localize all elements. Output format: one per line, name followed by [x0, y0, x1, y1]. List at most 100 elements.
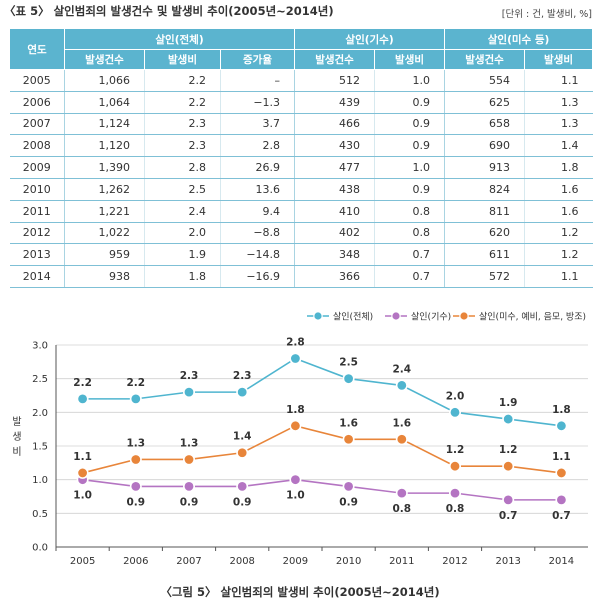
table-cell: 1.0	[374, 156, 446, 179]
data-point	[289, 352, 302, 365]
data-label: 0.9	[126, 496, 145, 508]
table-row: 2009 1,390 2.8 26.9 477 1.0 913 1.8	[9, 156, 593, 179]
table-cell: 430	[294, 134, 376, 158]
data-point	[236, 446, 249, 459]
table-cell: 1.1	[524, 265, 593, 288]
table-cell: 0.8	[374, 222, 446, 245]
data-label: 0.9	[339, 496, 358, 508]
data-point	[342, 433, 355, 446]
table-cell: 959	[64, 243, 145, 267]
legend-label: 살인(미수, 예비, 음모, 방조)	[479, 312, 586, 323]
table-cell: 1.8	[144, 265, 221, 288]
x-tick-label: 2013	[495, 556, 520, 567]
y-tick-label: 1.0	[32, 475, 48, 486]
column-header: 발생건수	[64, 49, 145, 70]
y-tick-label: 3.0	[32, 341, 48, 352]
data-label: 2.8	[286, 336, 305, 348]
data-label: 1.6	[339, 417, 358, 429]
data-label: 2.5	[339, 357, 358, 369]
table-cell: 1.1	[524, 69, 593, 92]
table-cell: 2.0	[144, 222, 221, 245]
year-cell: 2013	[9, 243, 65, 267]
table-cell: 2.4	[144, 200, 221, 223]
year-header: 연도	[9, 29, 65, 70]
series-line	[82, 478, 562, 501]
column-header: 발생비	[524, 49, 594, 70]
x-tick-label: 2005	[70, 556, 95, 567]
data-label: 2.0	[446, 390, 465, 402]
data-point	[395, 379, 408, 392]
table-cell: 0.9	[374, 178, 446, 201]
table-cell: 1,124	[64, 113, 145, 136]
table-cell: 0.9	[374, 113, 446, 136]
year-cell: 2006	[9, 91, 65, 114]
data-label: 1.0	[286, 490, 305, 502]
data-point	[395, 487, 408, 500]
data-point	[183, 453, 196, 466]
table-row: 2007 1,124 2.3 3.7 466 0.9 658 1.3	[9, 113, 593, 136]
data-label: 0.7	[552, 510, 571, 522]
series-line	[82, 424, 562, 474]
table-cell: 0.9	[374, 134, 446, 158]
x-tick-label: 2007	[176, 556, 201, 567]
table-cell: 477	[294, 156, 376, 179]
data-label: 1.4	[233, 431, 252, 443]
table-cell: 625	[444, 91, 526, 114]
table-cell: 438	[294, 178, 376, 201]
table-cell: 0.9	[374, 91, 446, 114]
data-label: 0.8	[446, 503, 465, 515]
x-tick-label: 2010	[336, 556, 361, 567]
legend-label: 살인(기수)	[411, 312, 451, 323]
data-label: 1.9	[499, 397, 518, 409]
table-cell: 572	[444, 265, 526, 288]
data-label: 2.3	[180, 370, 199, 382]
table-cell: 3.7	[220, 113, 296, 136]
year-cell: 2014	[9, 265, 65, 288]
table-cell: 1,022	[64, 222, 145, 245]
table-cell: 611	[444, 243, 526, 267]
figure-caption: 〈그림 5〉 살인범죄의 발생비 추이(2005년~2014년)	[160, 585, 440, 599]
data-point	[502, 413, 515, 426]
data-label: 1.1	[73, 451, 92, 463]
legend-marker	[391, 311, 401, 321]
table-cell: 2.5	[144, 178, 221, 201]
y-tick-label: 0.0	[32, 543, 48, 554]
table-cell: −1.3	[220, 91, 296, 114]
data-label: 1.2	[499, 444, 518, 456]
data-label: 1.0	[73, 490, 92, 502]
data-point	[342, 372, 355, 385]
table-row: 2008 1,120 2.3 2.8 430 0.9 690 1.4	[9, 134, 593, 158]
column-header: 발생비	[374, 49, 446, 70]
table-cell: 1,066	[64, 69, 145, 92]
table-cell: 824	[444, 178, 526, 201]
table-cell: 1.0	[374, 69, 446, 92]
table-cell: 2.2	[144, 91, 221, 114]
table-cell: 512	[294, 69, 376, 92]
table-cell: 0.8	[374, 200, 446, 223]
table-cell: 913	[444, 156, 526, 179]
data-table: 연도 살인(전체) 살인(기수) 살인(미수 등) 발생건수 발생비 증가율 발…	[9, 29, 594, 288]
table-unit: [단위 : 건, 발생비, %]	[501, 9, 592, 20]
table-cell: 410	[294, 200, 376, 223]
table-cell: 2.3	[144, 134, 221, 158]
y-tick-label: 0.5	[32, 509, 48, 520]
data-label: 0.7	[499, 510, 518, 522]
data-label: 2.2	[126, 377, 145, 389]
table-cell: 9.4	[220, 200, 296, 223]
table-row: 2013 959 1.9 −14.8 348 0.7 611 1.2	[9, 243, 593, 267]
table-cell: 658	[444, 113, 526, 136]
data-label: 1.2	[446, 444, 465, 456]
data-point	[289, 473, 302, 486]
group-header: 살인(전체)	[63, 29, 296, 50]
column-header: 발생건수	[444, 49, 526, 70]
table-cell: 2.8	[144, 156, 221, 179]
table-row: 2005 1,066 2.2–512 1.0 554 1.1	[9, 69, 593, 92]
table-cell: 1,221	[64, 200, 145, 223]
table-cell: 1,262	[64, 178, 145, 201]
data-point	[236, 386, 249, 399]
y-axis-label: 비	[12, 446, 21, 458]
table-cell: 811	[444, 200, 526, 223]
data-point	[129, 392, 142, 405]
data-point	[555, 493, 568, 506]
y-axis-label: 생	[12, 431, 21, 443]
